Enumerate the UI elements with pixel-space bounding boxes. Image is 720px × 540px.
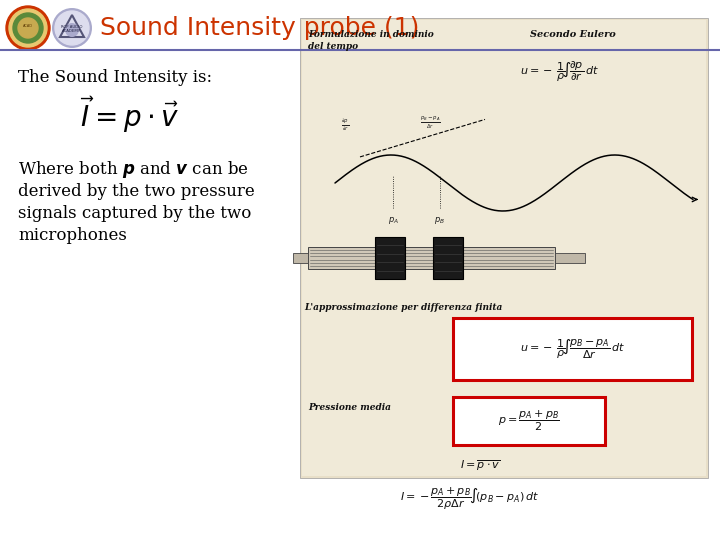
Text: $I = -\dfrac{p_A + p_B}{2\rho\Delta r}\!\int\!(p_B - p_A)\,dt$: $I = -\dfrac{p_A + p_B}{2\rho\Delta r}\!…: [400, 486, 539, 512]
Bar: [433, 237, 463, 279]
Text: $u = -\,\dfrac{1}{\rho}\!\int\!\dfrac{\partial p}{\partial r}\,dt$: $u = -\,\dfrac{1}{\rho}\!\int\!\dfrac{\p…: [520, 60, 599, 84]
Text: $\frac{p_B - p_A}{\Delta r}$: $\frac{p_B - p_A}{\Delta r}$: [420, 115, 441, 131]
Text: The Sound Intensity is:: The Sound Intensity is:: [18, 69, 212, 85]
FancyBboxPatch shape: [302, 20, 706, 476]
Text: $p_B$: $p_B$: [434, 215, 446, 226]
Bar: [375, 237, 405, 279]
Text: L'approssimazione per differenza finita: L'approssimazione per differenza finita: [304, 303, 503, 313]
FancyBboxPatch shape: [453, 397, 605, 445]
Circle shape: [9, 9, 47, 47]
Text: $I = \overline{p \cdot v}$: $I = \overline{p \cdot v}$: [460, 458, 500, 472]
Circle shape: [55, 11, 89, 45]
Text: $p = \dfrac{p_A + p_B}{2}$: $p = \dfrac{p_A + p_B}{2}$: [498, 409, 560, 433]
Text: Formulazione in dominio: Formulazione in dominio: [308, 30, 433, 39]
Text: microphones: microphones: [18, 227, 127, 245]
Text: derived by the two pressure: derived by the two pressure: [18, 184, 255, 200]
Circle shape: [6, 6, 50, 50]
Text: $p_A$: $p_A$: [387, 215, 398, 226]
Circle shape: [52, 8, 92, 48]
Text: RCP AUDIO
ACADEMY: RCP AUDIO ACADEMY: [61, 24, 83, 33]
Text: Secondo Eulero: Secondo Eulero: [530, 30, 616, 39]
Text: signals captured by the two: signals captured by the two: [18, 206, 251, 222]
Text: $\frac{\partial p}{\partial r}$: $\frac{\partial p}{\partial r}$: [341, 118, 349, 133]
Circle shape: [13, 13, 43, 43]
Text: del tempo: del tempo: [308, 42, 358, 51]
Bar: [555, 253, 585, 263]
Text: Sound Intensity probe (1): Sound Intensity probe (1): [100, 16, 419, 40]
Text: $u = -\,\dfrac{1}{\rho}\!\int\!\dfrac{p_B - p_A}{\Delta r}\,dt$: $u = -\,\dfrac{1}{\rho}\!\int\!\dfrac{p_…: [520, 338, 625, 361]
Text: $\vec{I} = p \cdot \vec{v}$: $\vec{I} = p \cdot \vec{v}$: [81, 95, 179, 135]
FancyBboxPatch shape: [300, 18, 708, 478]
Bar: [308, 247, 555, 269]
Bar: [293, 253, 308, 263]
Circle shape: [18, 18, 38, 38]
FancyBboxPatch shape: [453, 318, 692, 380]
Circle shape: [65, 23, 79, 37]
Text: ACAD: ACAD: [23, 24, 33, 28]
Text: Pressione media: Pressione media: [308, 403, 391, 413]
Text: Where both $\boldsymbol{p}$ and $\boldsymbol{v}$ can be: Where both $\boldsymbol{p}$ and $\boldsy…: [18, 159, 248, 180]
